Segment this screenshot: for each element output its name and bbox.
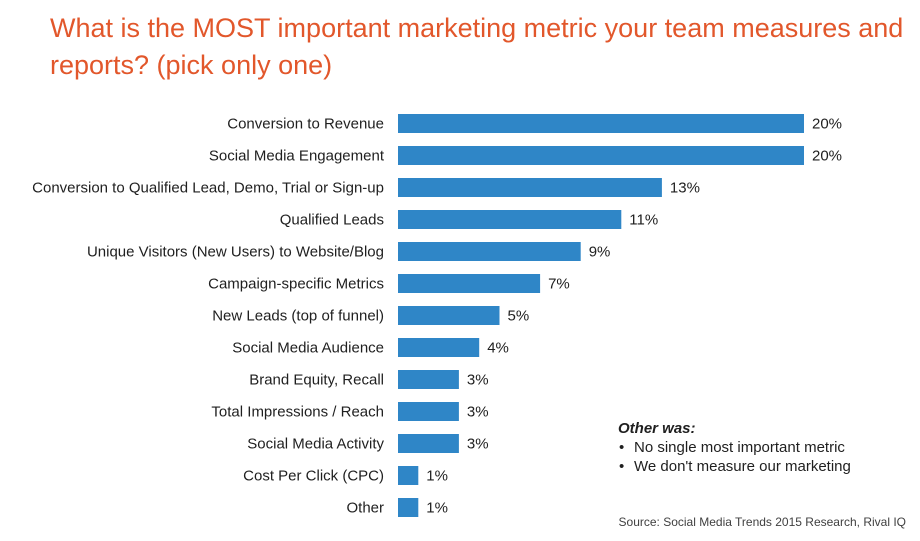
bar [398, 434, 459, 453]
bar [398, 338, 480, 357]
value-label: 5% [508, 308, 530, 325]
bar [398, 114, 804, 133]
category-label: Qualified Leads [280, 212, 384, 229]
bar [398, 370, 459, 389]
bar [398, 466, 419, 485]
chart-title: What is the MOST important marketing met… [50, 13, 904, 80]
source-text: Source: Social Media Trends 2015 Researc… [618, 515, 906, 529]
category-label: Campaign-specific Metrics [208, 276, 384, 293]
bar [398, 402, 459, 421]
bar [398, 306, 500, 325]
note-item: No single most important metric [618, 438, 908, 457]
note-title: Other was: [618, 420, 696, 437]
bar [398, 498, 419, 517]
category-label: Conversion to Qualified Lead, Demo, Tria… [32, 180, 384, 197]
value-label: 13% [670, 180, 700, 197]
value-label: 4% [487, 340, 509, 357]
note-item: We don't measure our marketing [618, 457, 908, 476]
category-label: Conversion to Revenue [227, 116, 384, 133]
category-label: Cost Per Click (CPC) [243, 468, 384, 485]
value-label: 1% [426, 468, 448, 485]
note-list: No single most important metric We don't… [618, 438, 908, 476]
bar [398, 178, 662, 197]
value-label: 3% [467, 436, 489, 453]
bars [398, 114, 804, 517]
value-label: 3% [467, 372, 489, 389]
category-label: Other [346, 500, 384, 517]
category-label: Social Media Engagement [209, 148, 385, 165]
value-label: 1% [426, 500, 448, 517]
bar [398, 210, 622, 229]
category-label: New Leads (top of funnel) [212, 308, 384, 325]
category-label: Brand Equity, Recall [249, 372, 384, 389]
category-label: Social Media Audience [232, 340, 384, 357]
value-label: 20% [812, 148, 842, 165]
bar [398, 146, 804, 165]
other-note: Other was: No single most important metr… [618, 419, 908, 476]
value-label: 7% [548, 276, 570, 293]
category-label: Total Impressions / Reach [211, 404, 384, 421]
value-label: 3% [467, 404, 489, 421]
bar [398, 274, 541, 293]
bar [398, 242, 581, 261]
value-label: 9% [589, 244, 611, 261]
category-label: Social Media Activity [247, 436, 384, 453]
value-labels: 20% 20% 13% 11% 9% 7% 5% 4% 3% 3% 3% 1% 1% [426, 116, 842, 517]
value-label: 20% [812, 116, 842, 133]
value-label: 11% [629, 212, 658, 229]
category-labels: Conversion to Revenue Social Media Engage… [32, 116, 385, 517]
category-label: Unique Visitors (New Users) to Website/B… [87, 244, 384, 261]
